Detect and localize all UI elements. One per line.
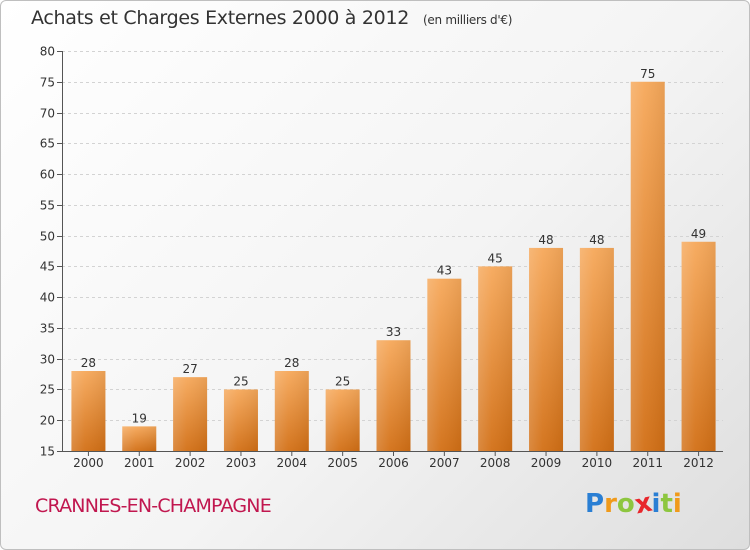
bar-shine-2000 xyxy=(71,371,106,451)
y-tick-label: 45 xyxy=(40,260,55,274)
bar-shine-2009 xyxy=(529,247,564,451)
data-label-2012: 49 xyxy=(691,227,706,241)
logo-letter: o xyxy=(616,489,635,519)
logo-letter: i xyxy=(651,489,661,519)
x-tick-label-2003: 2003 xyxy=(226,456,257,470)
bar-shine-2004 xyxy=(274,371,309,451)
x-tick-label-2006: 2006 xyxy=(378,456,409,470)
data-label-2007: 43 xyxy=(437,264,452,278)
y-tick-label: 25 xyxy=(40,383,55,397)
data-label-2002: 27 xyxy=(182,362,197,376)
town-name: CRANNES-EN-CHAMPAGNE xyxy=(35,495,272,517)
x-tick-label-2001: 2001 xyxy=(124,456,155,470)
bar-shine-2003 xyxy=(223,389,258,451)
x-tick-label-2004: 2004 xyxy=(277,456,308,470)
data-label-2001: 19 xyxy=(132,411,147,425)
x-tick-label-2010: 2010 xyxy=(582,456,613,470)
data-label-2004: 28 xyxy=(284,356,299,370)
bar-shine-2010 xyxy=(579,247,614,451)
chart-title: Achats et Charges Externes 2000 à 2012 (e… xyxy=(31,7,512,29)
logo-letter: P xyxy=(585,489,605,519)
y-tick-label: 35 xyxy=(40,322,55,336)
data-label-2005: 25 xyxy=(335,374,350,388)
unit-note: (en milliers d'€) xyxy=(423,13,513,27)
y-tick-label: 75 xyxy=(40,76,55,90)
x-tick-label-2007: 2007 xyxy=(429,456,460,470)
y-tick-label: 60 xyxy=(40,168,55,182)
x-tick-label-2009: 2009 xyxy=(531,456,562,470)
y-tick-label: 40 xyxy=(40,291,55,305)
bar-shine-2007 xyxy=(427,278,462,451)
bar-shine-2011 xyxy=(630,81,665,452)
data-label-2008: 45 xyxy=(488,251,503,265)
logo-letter: r xyxy=(604,489,617,519)
x-tick-label-2012: 2012 xyxy=(683,456,714,470)
y-tick-label: 20 xyxy=(40,414,55,428)
y-tick-label: 55 xyxy=(40,199,55,213)
bar-shine-2005 xyxy=(325,389,360,451)
y-tick-label: 70 xyxy=(40,107,55,121)
y-tick-label: 50 xyxy=(40,230,55,244)
y-tick-label: 65 xyxy=(40,137,55,151)
logo-letter: i xyxy=(672,489,682,519)
x-tick-label-2005: 2005 xyxy=(327,456,358,470)
bar-shine-2001 xyxy=(122,426,157,451)
data-label-2000: 28 xyxy=(81,356,96,370)
bar-shine-2008 xyxy=(478,266,513,451)
chart-title-text: Achats et Charges Externes 2000 à 2012 xyxy=(31,7,410,29)
x-tick-label-2000: 2000 xyxy=(73,456,104,470)
data-label-2010: 48 xyxy=(589,233,604,247)
data-label-2003: 25 xyxy=(233,374,248,388)
proxiti-logo: Proxiti xyxy=(585,488,682,521)
data-label-2009: 48 xyxy=(538,233,553,247)
data-label-2011: 75 xyxy=(640,67,655,81)
y-tick-label: 30 xyxy=(40,353,55,367)
logo-letter: t xyxy=(660,489,673,519)
data-label-2006: 33 xyxy=(386,325,401,339)
bar-shine-2002 xyxy=(173,377,208,451)
y-tick-label: 80 xyxy=(40,45,55,59)
x-tick-label-2008: 2008 xyxy=(480,456,511,470)
x-tick-label-2011: 2011 xyxy=(632,456,663,470)
x-tick-label-2002: 2002 xyxy=(175,456,206,470)
bar-shine-2006 xyxy=(376,340,411,451)
y-tick-label: 15 xyxy=(40,445,55,459)
bar-shine-2012 xyxy=(681,241,716,451)
